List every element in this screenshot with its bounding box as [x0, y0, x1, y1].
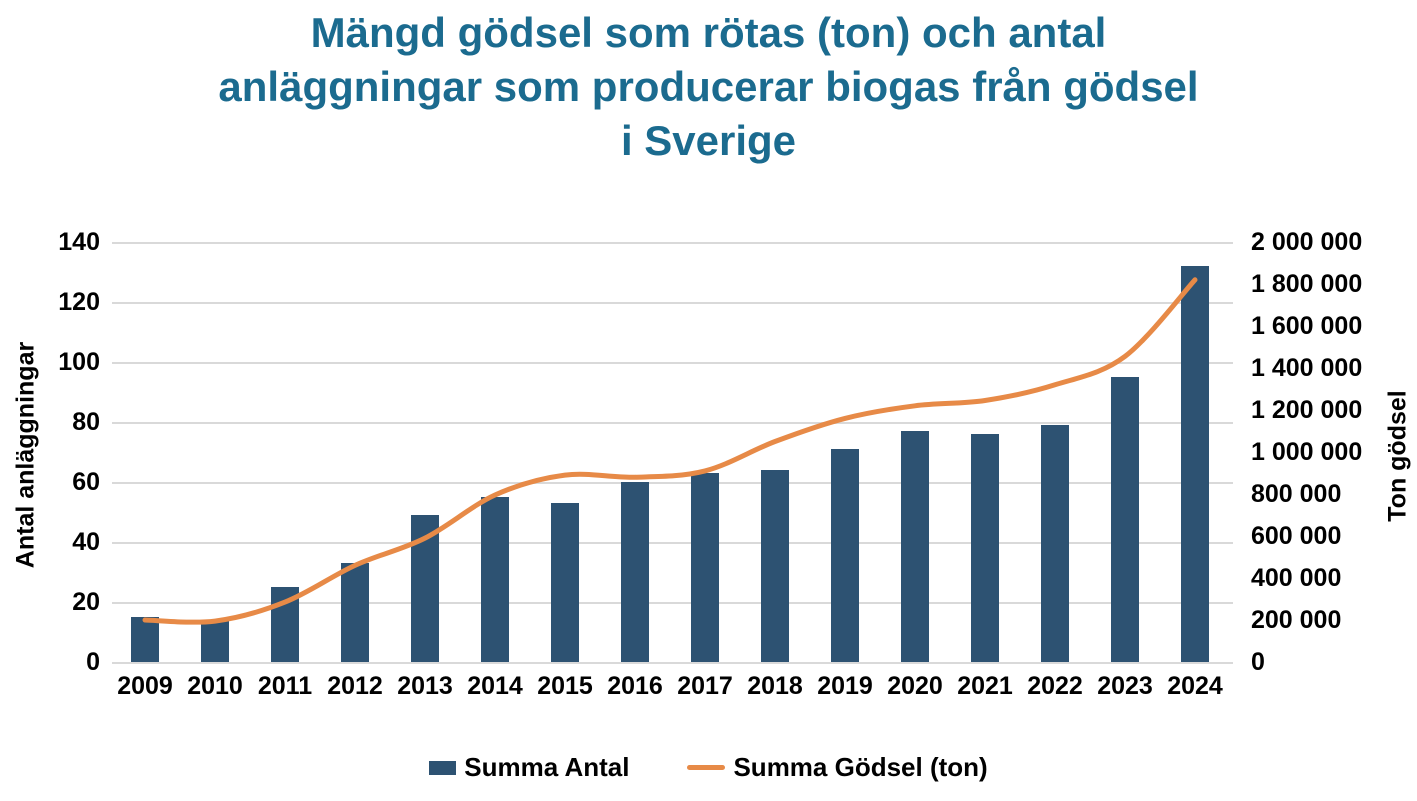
bar-2018	[761, 470, 789, 662]
y-right-tick-1000000: 1 000 000	[1251, 438, 1363, 466]
y-axis-right-title: Ton gödsel	[1383, 390, 1412, 522]
x-label-2011: 2011	[257, 672, 313, 700]
bar-2019	[831, 449, 859, 662]
bar-2024	[1181, 266, 1209, 662]
y-right-tick-1800000: 1 800 000	[1251, 270, 1363, 298]
y-left-tick-0: 0	[86, 648, 100, 676]
x-label-2021: 2021	[957, 672, 1013, 700]
x-label-2013: 2013	[397, 672, 453, 700]
chart-title-line: Mängd gödsel som rötas (ton) och antal	[310, 9, 1107, 56]
x-label-2010: 2010	[187, 672, 243, 700]
y-left-tick-80: 80	[72, 408, 100, 436]
x-label-2020: 2020	[887, 672, 943, 700]
chart-title-line: anläggningar som producerar biogas från …	[218, 63, 1199, 110]
gridline	[112, 602, 1233, 604]
gridline	[112, 662, 1233, 664]
bar-2022	[1041, 425, 1069, 662]
y-left-tick-120: 120	[58, 288, 100, 316]
x-label-2009: 2009	[117, 672, 173, 700]
bar-swatch-icon	[429, 760, 457, 775]
gridline	[112, 422, 1233, 424]
legend-label-antal: Summa Antal	[464, 752, 630, 782]
y-right-tick-2000000: 2 000 000	[1251, 228, 1363, 256]
x-label-2016: 2016	[607, 672, 663, 700]
legend-item-godsel: Summa Gödsel (ton)	[687, 752, 988, 783]
y-right-tick-1400000: 1 400 000	[1251, 354, 1363, 382]
y-right-tick-400000: 400 000	[1251, 564, 1342, 592]
y-left-tick-100: 100	[58, 348, 100, 376]
y-right-tick-1600000: 1 600 000	[1251, 312, 1363, 340]
y-right-tick-1200000: 1 200 000	[1251, 396, 1363, 424]
y-left-tick-140: 140	[58, 228, 100, 256]
y-axis-left-title: Antal anläggningar	[11, 341, 40, 569]
chart-title-line: i Sverige	[620, 117, 797, 164]
legend: Summa Antal Summa Gödsel (ton)	[0, 752, 1417, 783]
line-series	[142, 277, 1198, 625]
y-left-tick-40: 40	[72, 528, 100, 556]
bar-2016	[621, 482, 649, 662]
gridline	[112, 302, 1233, 304]
godsel-line-path	[142, 277, 1198, 625]
bar-2015	[551, 503, 579, 662]
bar-2010	[201, 620, 229, 662]
bar-2020	[901, 431, 929, 662]
x-label-2012: 2012	[327, 672, 383, 700]
x-label-2022: 2022	[1027, 672, 1083, 700]
chart-title: Mängd gödsel som rötas (ton) och antal an…	[0, 6, 1417, 168]
line-swatch-icon	[687, 765, 726, 770]
gridline	[112, 542, 1233, 544]
y-right-tick-600000: 600 000	[1251, 522, 1342, 550]
x-label-2015: 2015	[537, 672, 593, 700]
bar-2009	[131, 617, 159, 662]
x-label-2014: 2014	[467, 672, 523, 700]
legend-label-godsel: Summa Gödsel (ton)	[733, 752, 988, 782]
x-label-2023: 2023	[1097, 672, 1153, 700]
bar-2012	[341, 563, 369, 662]
bar-2023	[1111, 377, 1139, 662]
bar-2014	[481, 497, 509, 662]
bar-2017	[691, 473, 719, 662]
y-left-tick-60: 60	[72, 468, 100, 496]
x-label-2018: 2018	[747, 672, 803, 700]
y-right-tick-0: 0	[1251, 648, 1265, 676]
y-left-tick-20: 20	[72, 588, 100, 616]
gridline	[112, 362, 1233, 364]
bar-2021	[971, 434, 999, 662]
x-label-2019: 2019	[817, 672, 873, 700]
gridline	[112, 242, 1233, 244]
gridline	[112, 482, 1233, 484]
x-label-2017: 2017	[677, 672, 733, 700]
legend-item-antal: Summa Antal	[429, 752, 629, 783]
plot-area	[112, 242, 1233, 664]
y-right-tick-800000: 800 000	[1251, 480, 1342, 508]
x-label-2024: 2024	[1167, 672, 1223, 700]
y-right-tick-200000: 200 000	[1251, 606, 1342, 634]
